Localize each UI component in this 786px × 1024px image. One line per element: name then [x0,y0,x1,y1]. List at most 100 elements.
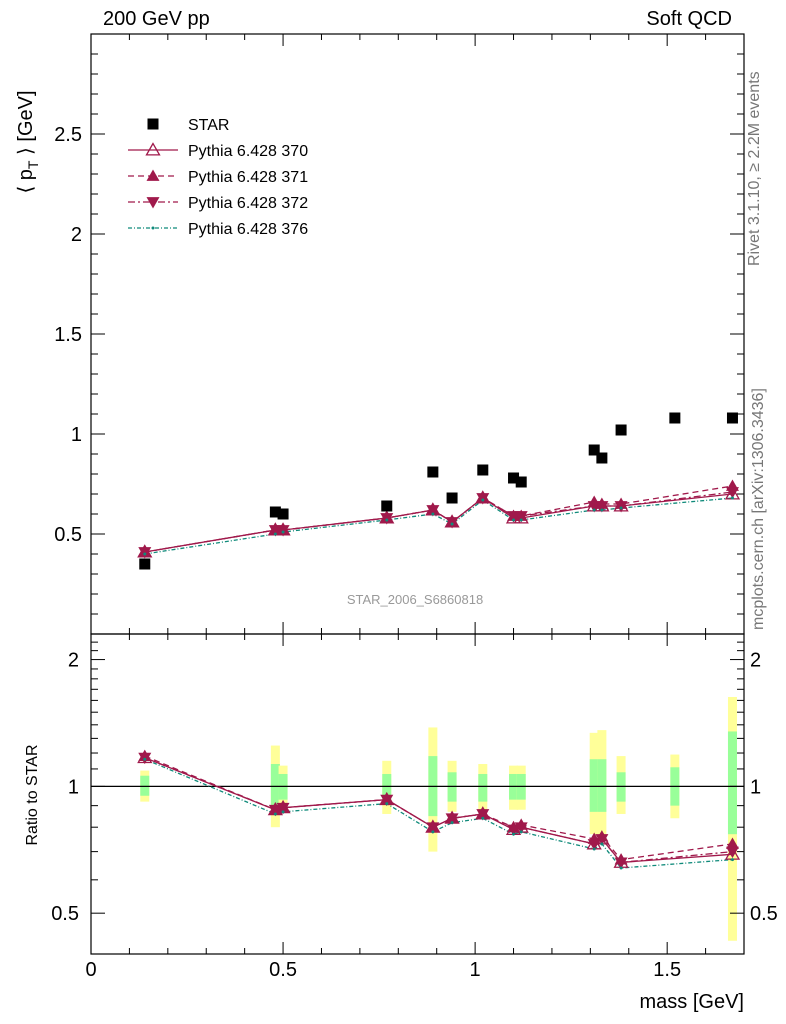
legend-label: Pythia 6.428 372 [188,195,308,212]
x-tick-label: 1.5 [653,959,681,981]
ratio-series-marker [512,832,516,836]
data-point [381,500,393,512]
main-series-marker [431,512,435,516]
main-series-marker [619,506,623,510]
ratio-band-inner [140,775,150,796]
main-series-marker [512,518,516,522]
ratio-series-marker [519,830,523,834]
ratio-series-marker [268,804,282,817]
legend: STAR Pythia 6.428 370 Pythia 6.428 371 Pyth… [128,117,308,238]
ratio-uncertainty-bands [140,696,737,941]
y-tick-label: 2.5 [54,124,82,146]
data-point [588,444,600,456]
data-point [615,424,627,436]
analysis-watermark: STAR_2006_S6860818 [347,592,483,607]
ratio-series-marker [450,821,454,825]
ratio-series-marker [592,847,596,851]
legend-label: Pythia 6.428 371 [188,169,308,186]
ratio-plot-frame [90,633,745,955]
ratio-series-marker [385,802,389,806]
main-series-marker [273,532,277,536]
ratio-series-line [144,758,733,869]
ratio-series-marker [281,810,285,814]
main-y-axis-title: ⟨ pT ⟩ [GeV] [15,90,41,193]
data-point [427,466,439,478]
ratio-series-marker [380,794,394,807]
ratio-series-marker [514,822,528,834]
x-tick-label: 0 [85,959,96,981]
data-point [726,412,738,424]
ratio-series-marker [600,842,604,846]
main-series-marker [595,501,609,513]
ratio-y-axis-title: Ratio to STAR [24,744,41,845]
y-tick-label: 1 [71,424,82,446]
main-series-marker [385,518,389,522]
ratio-series-marker [614,857,628,869]
ratio-series-line [144,757,733,864]
ratio-band-inner [382,773,392,802]
data-point [269,506,281,518]
ratio-band-inner [597,759,607,812]
ratio-series-marker [143,757,147,761]
ratio-series-line [144,755,733,861]
ratio-y-tick-label: 1 [68,776,79,798]
main-series-marker [143,552,147,556]
ratio-series-marker [273,812,277,816]
header-right-label: Soft QCD [646,8,732,30]
ratio-series-marker [476,809,490,821]
ratio-series-marker [481,816,485,820]
legend-marker [145,142,161,156]
ratio-series-marker [426,822,440,834]
ratio-series-marker [725,837,739,849]
ratio-y-tick-label-right: 1 [750,776,761,798]
ratio-series-marker [725,846,739,859]
main-series-marker [600,508,604,512]
data-point [477,464,489,476]
y-tick-label: 0.5 [54,524,82,546]
header-left-label: 200 GeV pp [103,8,210,30]
legend-label: STAR [188,117,229,134]
ratio-series-marker [595,834,609,846]
ratio-band-inner [589,759,599,812]
legend-label: Pythia 6.428 376 [188,221,308,238]
data-point [669,412,681,424]
x-axis-title: mass [GeV] [640,991,744,1013]
legend-marker [146,197,160,209]
ratio-y-tick-label-right: 0.5 [750,903,778,925]
main-series-marker [281,530,285,534]
main-series-line [144,491,733,553]
ratio-band-inner [727,731,737,835]
ratio-y-tick-label: 2 [68,650,79,672]
ratio-y-tick-label: 0.5 [51,903,79,925]
legend-marker [146,169,160,181]
ratio-y-tick-label-right: 2 [750,650,761,672]
legend-marker [147,118,159,130]
main-series-marker [519,518,523,522]
main-series-marker [592,508,596,512]
ratio-series-marker [619,866,623,870]
main-series-marker [426,505,440,517]
main-series-marker [725,487,739,499]
data-point [515,476,527,488]
main-series-line [144,485,733,553]
main-series-marker [481,498,485,502]
main-series-line [144,497,733,555]
ratio-series-line [144,757,733,864]
ratio-series-marker [507,824,521,836]
ratio-series-marker [276,802,290,815]
ratio-series-marker [445,813,459,825]
main-series-marker [450,522,454,526]
legend-label: Pythia 6.428 370 [188,143,308,160]
ratio-series-marker [431,830,435,834]
main-series-marker [514,511,528,523]
main-series-marker [730,496,734,500]
data-point [508,472,520,484]
y-tick-label: 2 [71,224,82,246]
legend-marker [151,226,155,230]
x-tick-label: 0.5 [269,959,297,981]
ratio-series-marker [587,839,601,851]
ratio-series-marker [730,858,734,862]
x-tick-label: 1 [470,959,481,981]
ratio-band-inner [478,773,488,802]
data-point [139,558,151,570]
